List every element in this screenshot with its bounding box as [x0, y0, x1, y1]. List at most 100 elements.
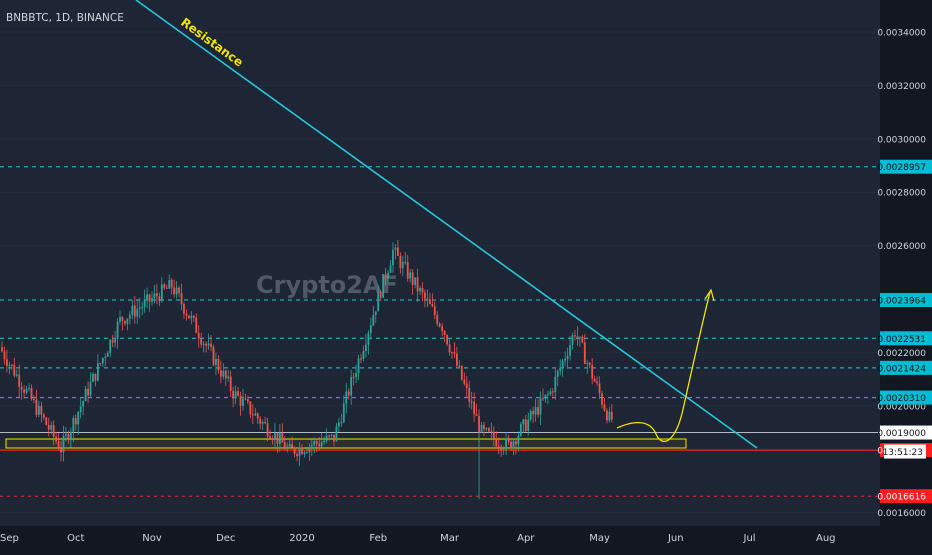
candle[interactable]	[296, 451, 298, 462]
candle[interactable]	[443, 329, 446, 343]
candle[interactable]	[3, 346, 6, 365]
candle[interactable]	[497, 437, 500, 455]
candle[interactable]	[72, 415, 75, 442]
candle[interactable]	[367, 330, 370, 355]
candle[interactable]	[293, 446, 296, 458]
candle[interactable]	[175, 281, 178, 299]
candle[interactable]	[227, 370, 230, 382]
candle[interactable]	[97, 354, 99, 383]
candle[interactable]	[492, 426, 495, 447]
candle[interactable]	[458, 360, 461, 369]
candle[interactable]	[77, 411, 80, 436]
candle[interactable]	[566, 347, 569, 369]
candle[interactable]	[561, 358, 564, 377]
candle[interactable]	[278, 424, 281, 452]
candle[interactable]	[131, 299, 134, 320]
candle[interactable]	[512, 438, 515, 456]
candle[interactable]	[480, 421, 483, 433]
candle[interactable]	[229, 370, 232, 397]
candle[interactable]	[601, 390, 603, 409]
candle[interactable]	[394, 244, 397, 260]
candle[interactable]	[259, 416, 262, 430]
candle[interactable]	[187, 315, 190, 319]
candle[interactable]	[372, 305, 375, 327]
candle[interactable]	[436, 311, 439, 327]
candle[interactable]	[30, 384, 33, 401]
candle[interactable]	[404, 252, 407, 265]
candle[interactable]	[377, 284, 380, 312]
candle[interactable]	[281, 423, 284, 443]
candle[interactable]	[168, 274, 171, 289]
candle[interactable]	[549, 388, 552, 397]
candle[interactable]	[507, 434, 510, 445]
candle[interactable]	[178, 285, 180, 297]
candle[interactable]	[352, 372, 355, 386]
candle[interactable]	[502, 446, 505, 455]
candle[interactable]	[242, 388, 244, 411]
candle[interactable]	[510, 440, 512, 451]
candle[interactable]	[18, 364, 21, 398]
candle[interactable]	[183, 302, 185, 319]
candle[interactable]	[20, 382, 23, 400]
candle[interactable]	[529, 409, 532, 422]
candle[interactable]	[65, 427, 67, 442]
candle[interactable]	[456, 346, 458, 368]
candle[interactable]	[608, 407, 611, 423]
candle[interactable]	[571, 332, 574, 350]
candle[interactable]	[28, 383, 30, 392]
candle[interactable]	[197, 325, 200, 348]
candle[interactable]	[6, 349, 8, 373]
candle[interactable]	[313, 437, 316, 454]
candle[interactable]	[330, 433, 333, 440]
candle[interactable]	[82, 399, 85, 416]
candle[interactable]	[1, 341, 3, 353]
candle[interactable]	[483, 421, 485, 437]
candle[interactable]	[151, 291, 153, 306]
candle[interactable]	[522, 418, 525, 434]
candle[interactable]	[337, 417, 340, 433]
candle[interactable]	[325, 428, 328, 444]
candle[interactable]	[256, 411, 259, 424]
candle[interactable]	[128, 310, 131, 325]
candle[interactable]	[532, 406, 535, 423]
candle[interactable]	[251, 404, 254, 425]
candle[interactable]	[308, 443, 311, 461]
candle[interactable]	[490, 422, 493, 441]
candle[interactable]	[387, 269, 389, 284]
candle[interactable]	[547, 390, 549, 404]
candle[interactable]	[50, 421, 53, 435]
candle[interactable]	[556, 369, 559, 387]
candle[interactable]	[45, 416, 48, 426]
candle[interactable]	[141, 301, 144, 316]
candle[interactable]	[428, 292, 431, 305]
candle[interactable]	[92, 372, 94, 383]
candle[interactable]	[269, 429, 271, 440]
candle[interactable]	[276, 433, 279, 453]
candle[interactable]	[350, 369, 353, 405]
candle[interactable]	[33, 395, 35, 404]
candle[interactable]	[335, 423, 338, 442]
candle[interactable]	[153, 284, 156, 304]
candle[interactable]	[470, 391, 473, 410]
candle[interactable]	[160, 277, 163, 303]
candle[interactable]	[542, 388, 544, 402]
candle[interactable]	[266, 417, 269, 442]
candle[interactable]	[468, 380, 471, 408]
candle[interactable]	[25, 385, 28, 395]
candle[interactable]	[163, 282, 166, 290]
candle[interactable]	[126, 318, 129, 331]
candle[interactable]	[374, 311, 377, 323]
candle[interactable]	[42, 412, 45, 421]
candle[interactable]	[244, 393, 247, 401]
candle[interactable]	[554, 368, 557, 400]
candle[interactable]	[406, 254, 409, 282]
candle[interactable]	[264, 416, 267, 425]
candle[interactable]	[564, 351, 567, 367]
candle[interactable]	[138, 297, 141, 319]
candle[interactable]	[207, 333, 210, 350]
candle[interactable]	[345, 382, 348, 414]
candle[interactable]	[473, 392, 476, 422]
candle[interactable]	[421, 281, 424, 302]
candle[interactable]	[239, 391, 242, 416]
candle[interactable]	[453, 342, 456, 358]
